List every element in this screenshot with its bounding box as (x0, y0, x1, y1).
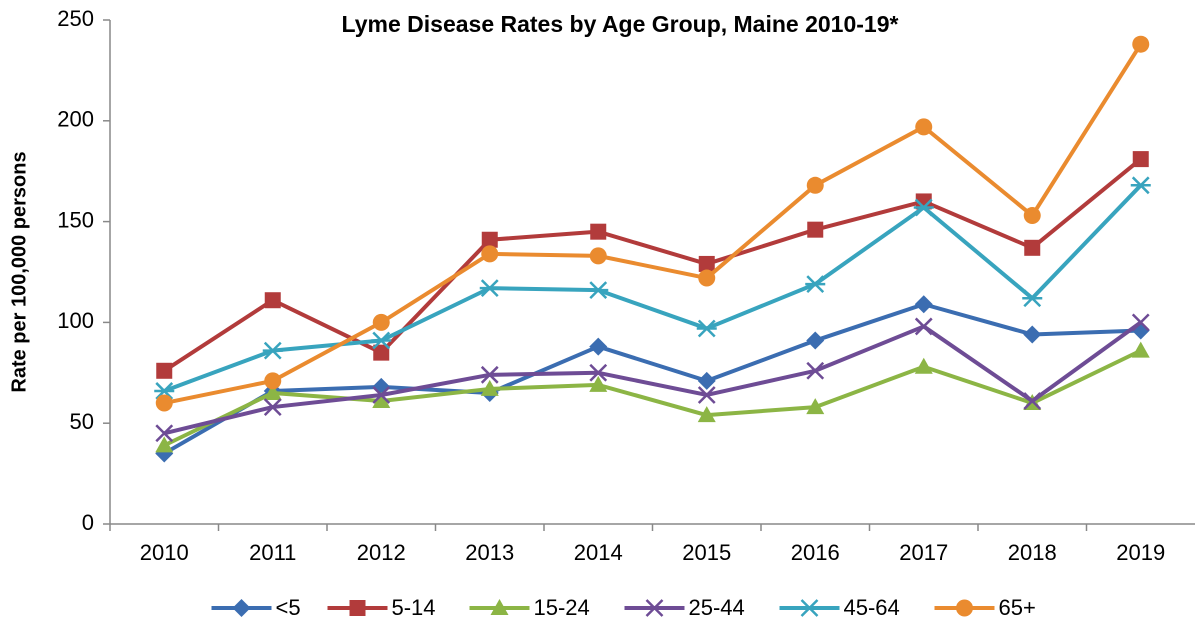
marker (481, 231, 498, 248)
legend-label: 65+ (999, 595, 1036, 620)
marker (914, 317, 933, 336)
marker (697, 406, 716, 423)
series-line (163, 320, 1142, 436)
series-line (163, 157, 1143, 373)
marker (645, 599, 664, 617)
marker (589, 337, 608, 356)
marker (915, 193, 932, 210)
marker (480, 379, 499, 396)
x-tick-label: 2011 (249, 540, 296, 565)
x-tick-label: 2014 (574, 540, 623, 565)
x-tick-label: 2013 (465, 540, 514, 565)
marker (589, 363, 608, 382)
marker (481, 245, 499, 263)
marker (480, 365, 499, 384)
marker (1023, 392, 1042, 410)
x-tick-label: 2012 (357, 540, 406, 565)
marker (262, 341, 283, 360)
legend-label: <5 (276, 595, 301, 620)
marker (806, 361, 825, 380)
marker (1024, 239, 1041, 256)
marker (698, 255, 715, 272)
marker (956, 599, 973, 617)
legend-label: 45-64 (844, 595, 900, 620)
marker (1130, 176, 1151, 195)
marker (807, 221, 824, 238)
x-tick-label: 2010 (140, 540, 189, 565)
marker (263, 383, 282, 400)
marker (232, 599, 251, 617)
marker (372, 392, 391, 409)
y-tick-label: 150 (57, 207, 94, 232)
chart-title: Lyme Disease Rates by Age Group, Maine 2… (342, 11, 899, 37)
marker (490, 599, 509, 615)
marker (1131, 341, 1150, 358)
marker (589, 247, 607, 265)
marker (373, 344, 390, 361)
marker (915, 118, 933, 136)
marker (1023, 325, 1042, 344)
x-tick-label: 2015 (682, 540, 731, 565)
marker (914, 295, 933, 314)
marker (371, 331, 392, 350)
legend: <5 5-14 15-24 25-44 45-64 65+ (211, 595, 1036, 620)
y-tick-label: 250 (57, 6, 94, 31)
marker (263, 398, 282, 416)
marker (805, 275, 826, 293)
x-tick-label: 2016 (791, 540, 840, 565)
marker (1022, 289, 1043, 308)
y-tick-label: 0 (82, 510, 94, 535)
x-tick-label: 2019 (1116, 540, 1165, 565)
x-tick-label: 2018 (1008, 540, 1057, 565)
y-tick-label: 100 (57, 308, 94, 333)
marker (1132, 151, 1149, 168)
marker (697, 371, 716, 390)
marker (1023, 207, 1041, 225)
marker (588, 281, 609, 300)
marker (156, 362, 173, 379)
marker (914, 357, 933, 374)
marker (806, 331, 825, 350)
marker (154, 382, 175, 400)
marker (590, 223, 607, 240)
y-tick-label: 200 (57, 107, 94, 132)
marker (1131, 313, 1150, 332)
marker (799, 599, 820, 617)
marker (696, 319, 717, 338)
marker (806, 176, 824, 194)
marker (349, 600, 366, 616)
marker (913, 198, 934, 217)
marker (155, 424, 174, 443)
marker (697, 386, 716, 404)
x-tick-label: 2017 (899, 540, 948, 565)
marker (264, 292, 281, 309)
marker (589, 375, 608, 392)
legend-label: 25-44 (689, 595, 745, 620)
marker (372, 386, 391, 404)
marker (264, 372, 282, 390)
marker (372, 313, 390, 331)
marker (698, 269, 716, 287)
series-line (163, 43, 1143, 405)
marker (1132, 35, 1150, 53)
series-line (163, 348, 1142, 448)
marker (155, 394, 173, 412)
marker (479, 279, 500, 298)
marker (806, 398, 825, 415)
y-tick-label: 50 (70, 409, 94, 434)
legend-label: 15-24 (534, 595, 590, 620)
series-line (163, 302, 1141, 456)
y-axis-label: Rate per 100,000 persons (8, 151, 30, 392)
legend-label: 5-14 (392, 595, 436, 620)
marker (155, 436, 174, 453)
series-line (163, 183, 1143, 393)
